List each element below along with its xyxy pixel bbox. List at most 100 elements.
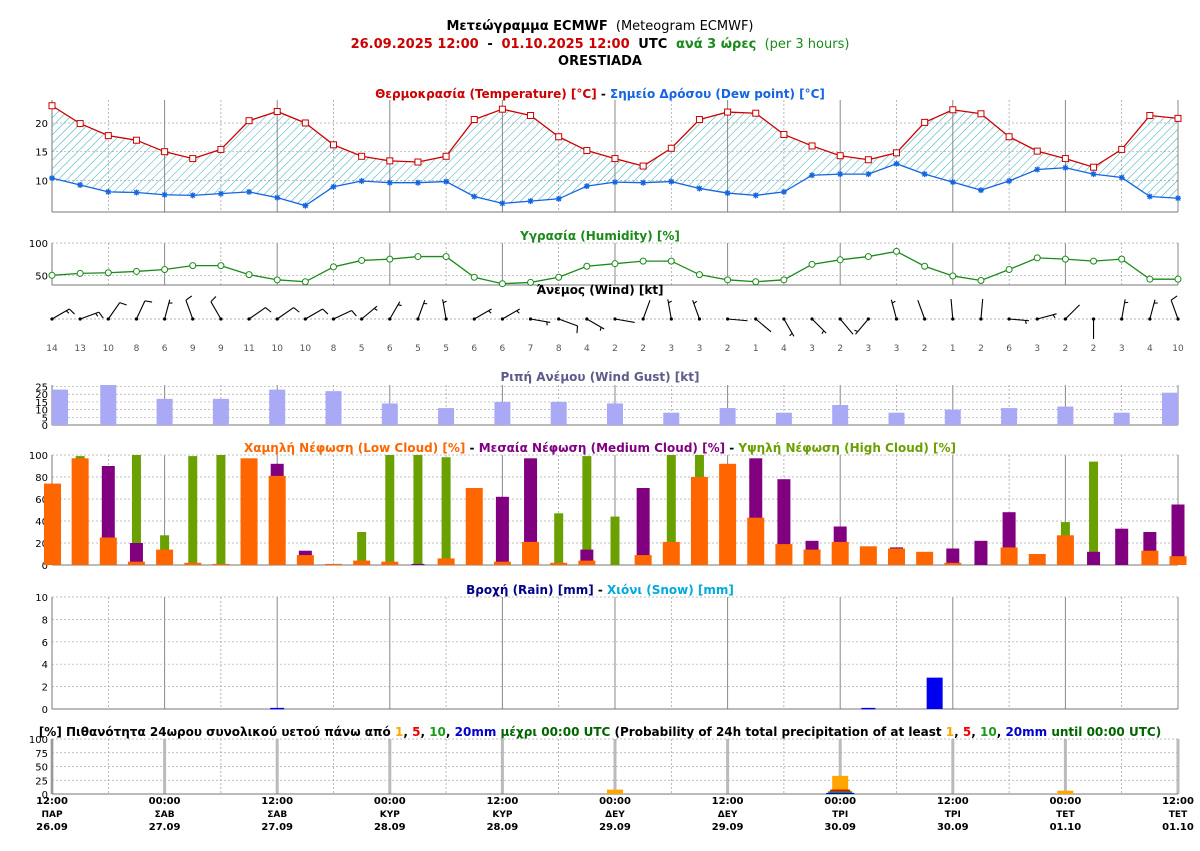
rain-bar	[270, 707, 285, 710]
wind-barb-staff	[755, 318, 772, 333]
cloud-panel-title-part: -	[725, 441, 738, 455]
wind-speed-label: 9	[190, 344, 196, 354]
wind-speed-label: 6	[162, 344, 168, 354]
dewpoint-point	[668, 178, 675, 185]
wind-barb-base	[1148, 317, 1152, 321]
humidity-point	[949, 272, 957, 280]
temperature-point	[1005, 133, 1013, 141]
low-cloud-bar	[859, 546, 877, 565]
step-english: (per 3 hours)	[760, 37, 849, 52]
wind-speed-label: 3	[697, 344, 703, 354]
wind-barb-feather	[322, 308, 329, 315]
rain-bar	[926, 677, 943, 709]
probability-panel-ytick-label: 75	[35, 749, 48, 760]
wind-barb-half-feather	[65, 310, 70, 314]
temperature-point	[724, 108, 732, 116]
medium-cloud-bar	[636, 488, 650, 565]
temperature-point	[132, 136, 140, 144]
x-tick-date: 30.09	[824, 822, 856, 833]
wind-speed-label: 1	[753, 344, 759, 354]
humidity-point	[1118, 255, 1126, 263]
cloud-panel-ytick-label: 0	[42, 561, 48, 572]
wind-barb-feather	[119, 302, 127, 306]
x-tick-time: 00:00	[149, 796, 181, 807]
low-cloud-bar	[916, 551, 934, 565]
low-cloud-bar	[240, 458, 258, 565]
humidity-point	[695, 271, 703, 279]
low-cloud-bar	[1056, 535, 1074, 565]
wind-barb-base	[1035, 317, 1039, 321]
probability-panel-title-part: ,	[403, 725, 412, 739]
x-tick-time: 12:00	[712, 796, 744, 807]
probability-panel-title-part: (Probability of 24h total precipitation …	[610, 725, 945, 739]
temperature-point	[470, 116, 478, 124]
wind-barb-base	[163, 317, 167, 321]
high-cloud-bar	[666, 455, 676, 565]
humidity-point	[273, 276, 281, 284]
probability-panel-title-part: ,	[997, 725, 1006, 739]
probability-panel-title-part: ,	[446, 725, 455, 739]
rain-panel-ytick-label: 8	[42, 615, 48, 626]
humidity-point	[780, 276, 788, 284]
temperature-panel-ytick-label: 20	[35, 119, 48, 130]
medium-cloud-bar	[1115, 528, 1129, 565]
probability-panel-title: [%] Πιθανότητα 24ωρου συνολικού υετού πά…	[39, 725, 1161, 739]
wind-speed-label: 8	[331, 344, 337, 354]
cloud-panel-title-part: -	[465, 441, 478, 455]
probability-panel-title-part: 10	[980, 725, 997, 739]
title-line: Μετεώγραμμα ECMWF (Meteogram ECMWF)	[446, 19, 753, 34]
gust-bar	[52, 389, 68, 425]
high-cloud-bar	[131, 455, 141, 565]
cloud-panel-title-part: Χαμηλή Νέφωση (Low Cloud) [%]	[244, 441, 465, 455]
humidity-panel-title: Υγρασία (Humidity) [%]	[519, 229, 680, 243]
dewpoint-point	[471, 193, 478, 200]
temperature-point	[583, 147, 591, 155]
wind-barb-base	[1063, 317, 1067, 321]
wind-speed-label: 10	[271, 344, 283, 354]
x-tick-day: ΣΑΒ	[155, 810, 175, 820]
high-cloud-bar	[413, 455, 423, 565]
probability-bar-1	[607, 789, 623, 794]
humidity-point	[555, 273, 563, 281]
gust-bar	[381, 403, 398, 425]
wind-speed-label: 2	[922, 344, 928, 354]
gust-bar	[156, 398, 173, 425]
wind-speed-label: 10	[1172, 344, 1184, 354]
wind-barb-base	[979, 317, 983, 321]
cloud-panel-title: Χαμηλή Νέφωση (Low Cloud) [%] - Μεσαία Ν…	[244, 441, 956, 455]
temperature-point	[977, 110, 985, 118]
temperature-point	[893, 149, 900, 157]
gust-panel-ytick-label: 20	[35, 390, 48, 401]
wind-barb-base	[472, 317, 476, 321]
wind-barb-half-feather	[668, 300, 672, 304]
humidity-point	[358, 256, 366, 264]
gust-panel-ytick-label: 5	[42, 413, 48, 424]
humidity-point	[386, 255, 394, 263]
temperature-panel-title-part: -	[597, 87, 610, 101]
wind-panel-title: Άνεμος (Wind) [kt]	[536, 283, 663, 297]
x-tick-time: 00:00	[1049, 796, 1081, 807]
temperature-point	[864, 156, 872, 164]
wind-barb-base	[416, 317, 420, 321]
wind-barb-staff	[980, 299, 984, 320]
gust-bar	[775, 412, 792, 425]
rain-panel-title-part: Βροχή (Rain) [mm]	[466, 583, 594, 597]
x-tick-day: ΔΕΥ	[718, 810, 738, 820]
gust-bar	[888, 412, 905, 425]
gust-bar	[1113, 412, 1130, 425]
wind-speed-label: 13	[74, 344, 85, 354]
wind-barb-base	[951, 317, 955, 321]
humidity-point	[611, 260, 619, 268]
wind-barb-staff	[839, 318, 854, 335]
probability-panel-title-part: 20mm	[1005, 725, 1047, 739]
probability-bar-1	[1057, 790, 1074, 794]
temperature-point	[358, 152, 366, 160]
location-name: ORESTIADA	[558, 54, 642, 69]
rain-panel-title: Βροχή (Rain) [mm] - Χιόνι (Snow) [mm]	[466, 583, 734, 597]
dewpoint-point	[837, 171, 844, 178]
humidity-point	[76, 269, 84, 277]
temperature-point	[611, 155, 619, 163]
temperature-point	[442, 152, 450, 160]
probability-panel-ytick-label: 0	[42, 790, 48, 801]
dewpoint-point	[49, 175, 55, 182]
